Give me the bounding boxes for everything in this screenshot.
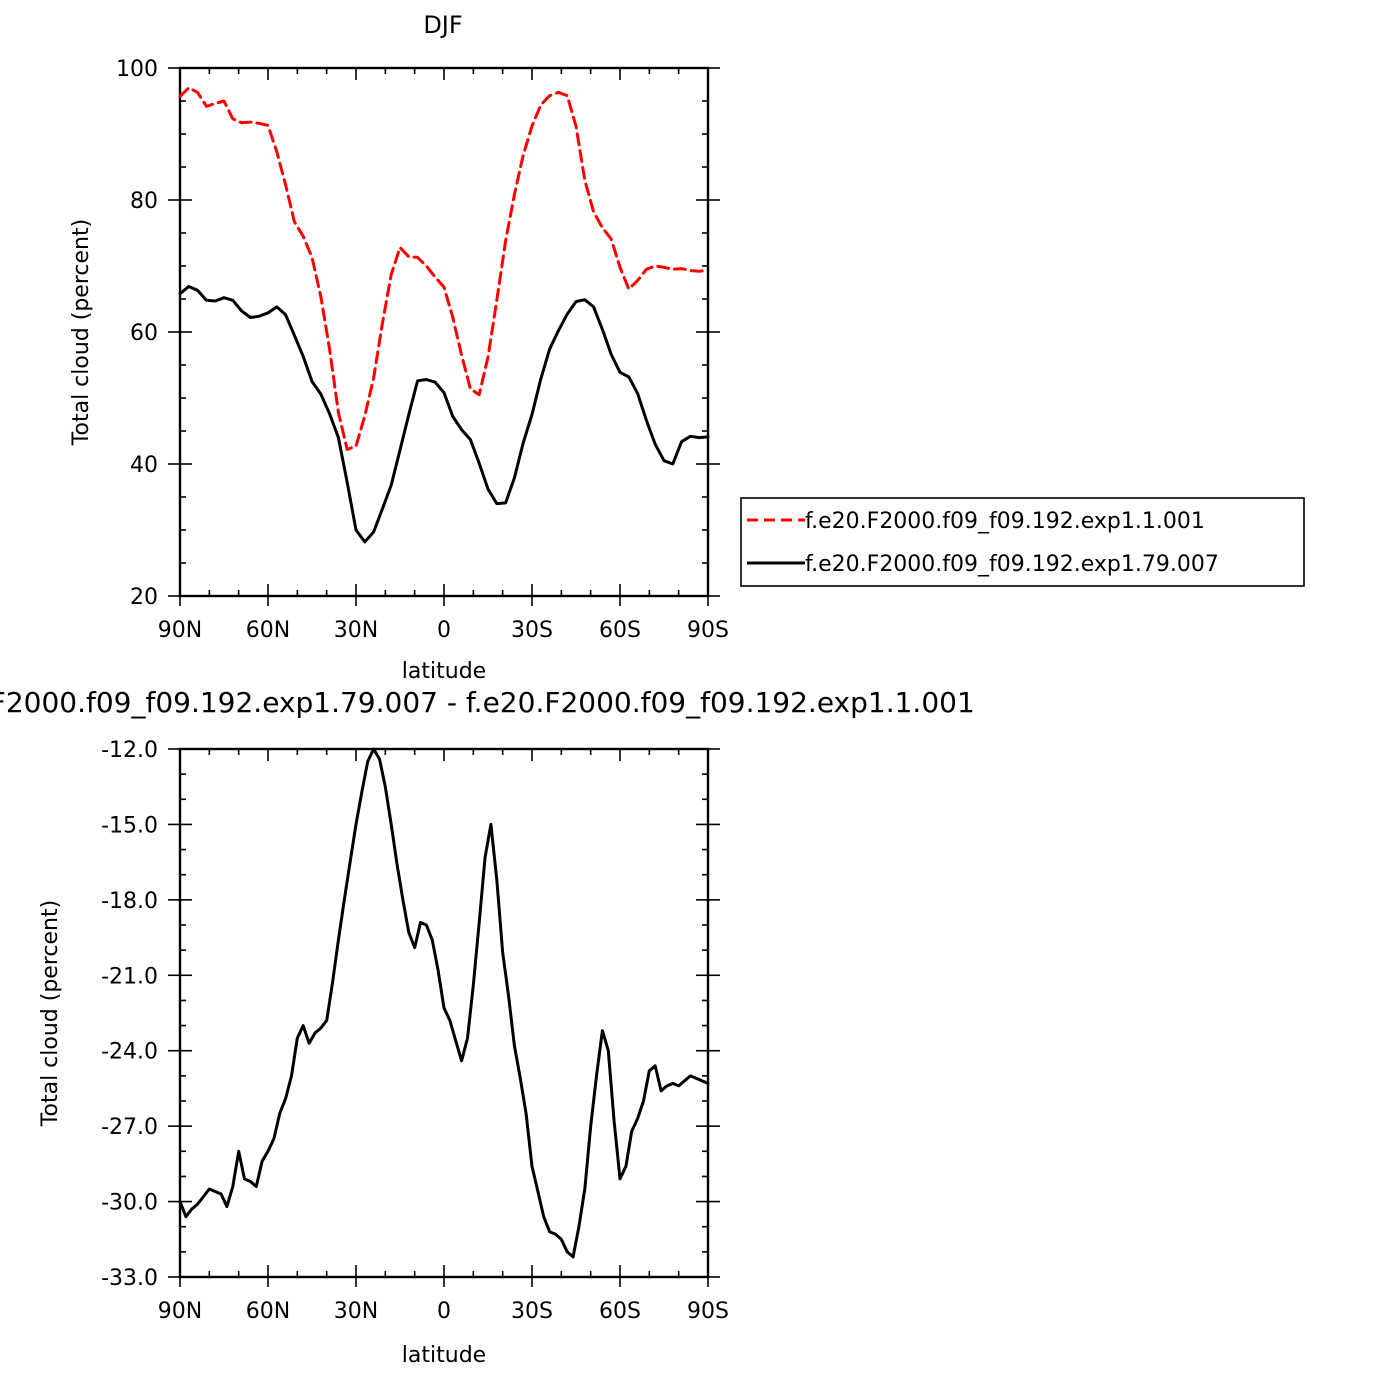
y-tick-label: -15.0 <box>101 813 158 838</box>
y-tick-label: -18.0 <box>101 889 158 914</box>
x-tick-label: 90S <box>687 1299 729 1324</box>
y-tick-label: -12.0 <box>101 738 158 763</box>
y-tick-label: -30.0 <box>101 1191 158 1216</box>
x-tick-label: 30S <box>511 618 553 643</box>
legend: f.e20.F2000.f09_f09.192.exp1.1.001 f.e20… <box>740 497 1305 587</box>
x-tick-label: 90S <box>687 618 729 643</box>
top-chart: DJF 90N 60N 30N 0 30S 60S 90S 20 40 60 80 100 latit… <box>69 11 1305 684</box>
legend-label-series-2: f.e20.F2000.f09_f09.192.exp1.79.007 <box>805 552 1219 577</box>
bottom-plot-frame <box>178 747 710 1279</box>
bottom-chart-lines <box>178 747 710 1259</box>
x-tick-label: 0 <box>437 1299 451 1324</box>
legend-label-series-1: f.e20.F2000.f09_f09.192.exp1.1.001 <box>805 509 1205 534</box>
x-tick-label: 60N <box>246 1299 290 1324</box>
top-plot-frame <box>178 66 710 598</box>
x-tick-label: 60S <box>599 1299 641 1324</box>
y-tick-label: 40 <box>130 453 158 478</box>
legend-box <box>740 497 1305 587</box>
x-tick-label: 30N <box>334 618 378 643</box>
series-line-1 <box>178 747 710 1259</box>
series-line-2 <box>178 285 710 544</box>
bottom-chart-title: f.e20.F2000.f09_f09.192.exp1.79.007 - f.… <box>0 686 975 719</box>
y-tick-label: -21.0 <box>101 964 158 989</box>
x-tick-label: 0 <box>437 618 451 643</box>
bottom-chart-y-axis-label: Total cloud (percent) <box>38 900 63 1127</box>
x-tick-label: 90N <box>158 1299 202 1324</box>
y-tick-label: 20 <box>130 585 158 610</box>
y-tick-label: -24.0 <box>101 1040 158 1065</box>
top-chart-title: DJF <box>423 11 462 39</box>
top-chart-x-axis-label: latitude <box>402 659 486 684</box>
x-tick-label: 60S <box>599 618 641 643</box>
y-tick-label: 100 <box>116 57 158 82</box>
y-tick-label: -27.0 <box>101 1115 158 1140</box>
x-tick-label: 30S <box>511 1299 553 1324</box>
top-chart-lines <box>178 86 710 544</box>
bottom-chart-ticks: 90N 60N 30N 0 30S 60S 90S -12.0 -15.0 -18.0 -21.0 -… <box>101 738 729 1324</box>
top-chart-y-axis-label: Total cloud (percent) <box>69 219 94 446</box>
x-tick-label: 90N <box>158 618 202 643</box>
x-tick-label: 30N <box>334 1299 378 1324</box>
y-tick-label: 80 <box>130 189 158 214</box>
x-tick-label: 60N <box>246 618 290 643</box>
y-tick-label: -33.0 <box>101 1266 158 1291</box>
top-chart-ticks: 90N 60N 30N 0 30S 60S 90S 20 40 60 80 100 <box>116 57 729 643</box>
series-line-1 <box>178 86 710 451</box>
y-tick-label: 60 <box>130 321 158 346</box>
bottom-chart: f.e20.F2000.f09_f09.192.exp1.79.007 - f.… <box>0 686 975 1368</box>
bottom-chart-x-axis-label: latitude <box>402 1343 486 1368</box>
